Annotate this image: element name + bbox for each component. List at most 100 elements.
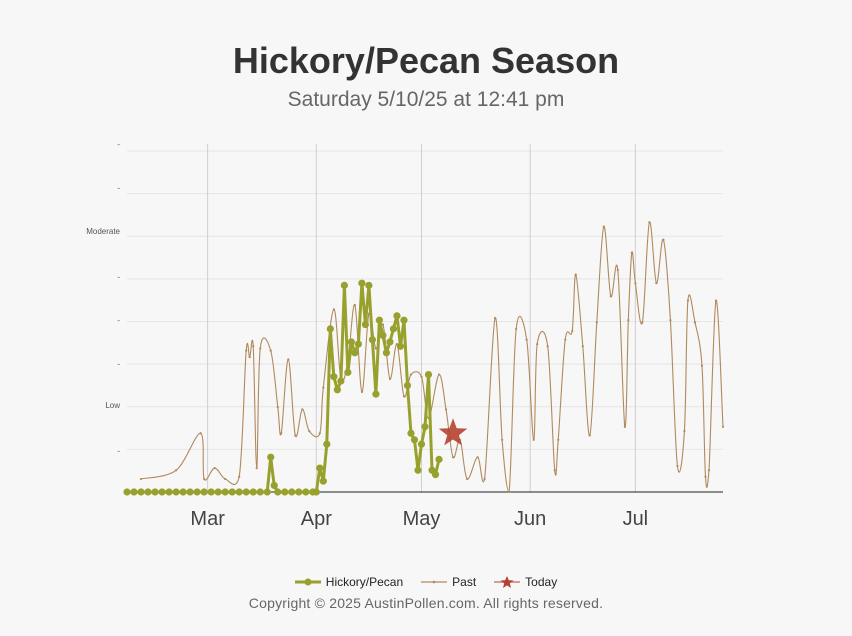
data-point-past [574,273,577,276]
y-tick-dash: - [117,447,120,456]
data-point-past [686,299,690,302]
data-point-past [648,221,651,224]
data-point-past [203,477,206,481]
data-point-current [270,481,278,490]
data-point-past [252,345,255,348]
data-point-past [602,225,605,228]
data-point-past [564,338,567,341]
data-point-past [557,438,560,441]
data-point-current [365,281,373,289]
line-dot-icon [294,578,321,586]
data-point-past [294,434,297,437]
legend-item-current[interactable]: Hickory/Pecan [294,575,404,589]
data-point-current [340,281,348,289]
data-point-past [139,477,143,481]
data-point-past [409,373,413,376]
data-point-current [316,464,324,472]
data-point-past [213,466,216,470]
data-point-current [151,488,159,496]
data-point-past [676,464,679,467]
data-point-past [595,321,598,324]
data-point-current [382,349,391,357]
data-point-current [123,488,131,496]
data-point-current [193,488,201,496]
data-point-past [571,329,574,333]
data-point-past [553,469,556,472]
data-point-current [158,488,166,496]
data-point-past [437,373,441,376]
data-point-past [714,299,718,302]
x-tick-label: Jul [623,508,649,530]
data-point-past [287,358,290,361]
data-point-past [388,377,392,380]
data-point-past [508,490,511,494]
data-point-past [174,469,178,472]
data-point-past [381,323,385,326]
data-point-current [200,488,208,496]
data-point-past [276,406,279,409]
copyright-text: Copyright © 2025 AustinPollen.com. All r… [248,595,604,611]
legend-label-today: Today [525,575,558,589]
data-point-current [417,440,426,448]
legend-item-past[interactable]: Past [421,575,476,589]
data-point-current [137,488,145,496]
series-lines [123,221,725,496]
data-point-past [630,251,633,254]
data-point-past [721,425,725,428]
data-point-current [354,340,362,348]
data-point-past [269,349,272,352]
data-point-past [199,432,202,435]
data-point-current [172,488,180,496]
data-point-current [375,316,384,324]
data-point-current [165,488,173,496]
data-point-current [414,466,422,474]
x-tick-label: Jun [514,508,546,530]
data-point-past [693,321,697,324]
y-tick-label: Moderate [86,227,120,236]
data-point-past [465,477,469,481]
data-point-current [403,381,412,390]
data-point-past [402,395,406,398]
data-point-current [214,488,222,496]
data-point-past [318,432,321,435]
chart-subtitle: Saturday 5/10/25 at 12:41 pm [287,88,565,111]
data-point-past [332,308,335,311]
data-point-past [641,321,644,324]
data-point-past [655,282,658,285]
legend-item-today[interactable]: Today [494,575,557,589]
x-axis-ticks: Mar Apr May Jun Jul [190,508,648,530]
data-point-past [609,295,612,298]
thin-line-icon [421,580,448,584]
data-point-past [494,316,497,320]
data-point-past [704,475,707,478]
data-point-past [280,432,283,435]
data-point-current [396,342,405,350]
data-point-past [483,477,486,481]
data-point-past [259,347,262,350]
data-point-current [344,368,352,376]
data-point-past [308,430,311,433]
data-point-current [400,316,408,324]
today-marker [438,418,468,446]
legend-label-past: Past [452,575,477,589]
data-point-past [238,475,241,478]
data-point-past [444,408,448,411]
data-point-past [515,327,518,330]
legend-label-current: Hickory/Pecan [325,575,404,589]
data-point-current [319,477,327,485]
data-point-past [255,466,258,470]
data-point-current [337,377,345,385]
y-tick-dash: - [117,184,120,193]
data-point-current [351,349,359,357]
data-point-past [536,343,539,346]
data-point-current [281,488,289,496]
data-point-past [669,319,672,322]
data-point-past [501,438,504,441]
data-point-past [546,345,549,348]
data-point-current [424,370,433,379]
data-point-past [248,356,251,359]
data-point-current [221,488,229,496]
data-point-current [179,488,187,496]
data-point-past [451,456,455,459]
